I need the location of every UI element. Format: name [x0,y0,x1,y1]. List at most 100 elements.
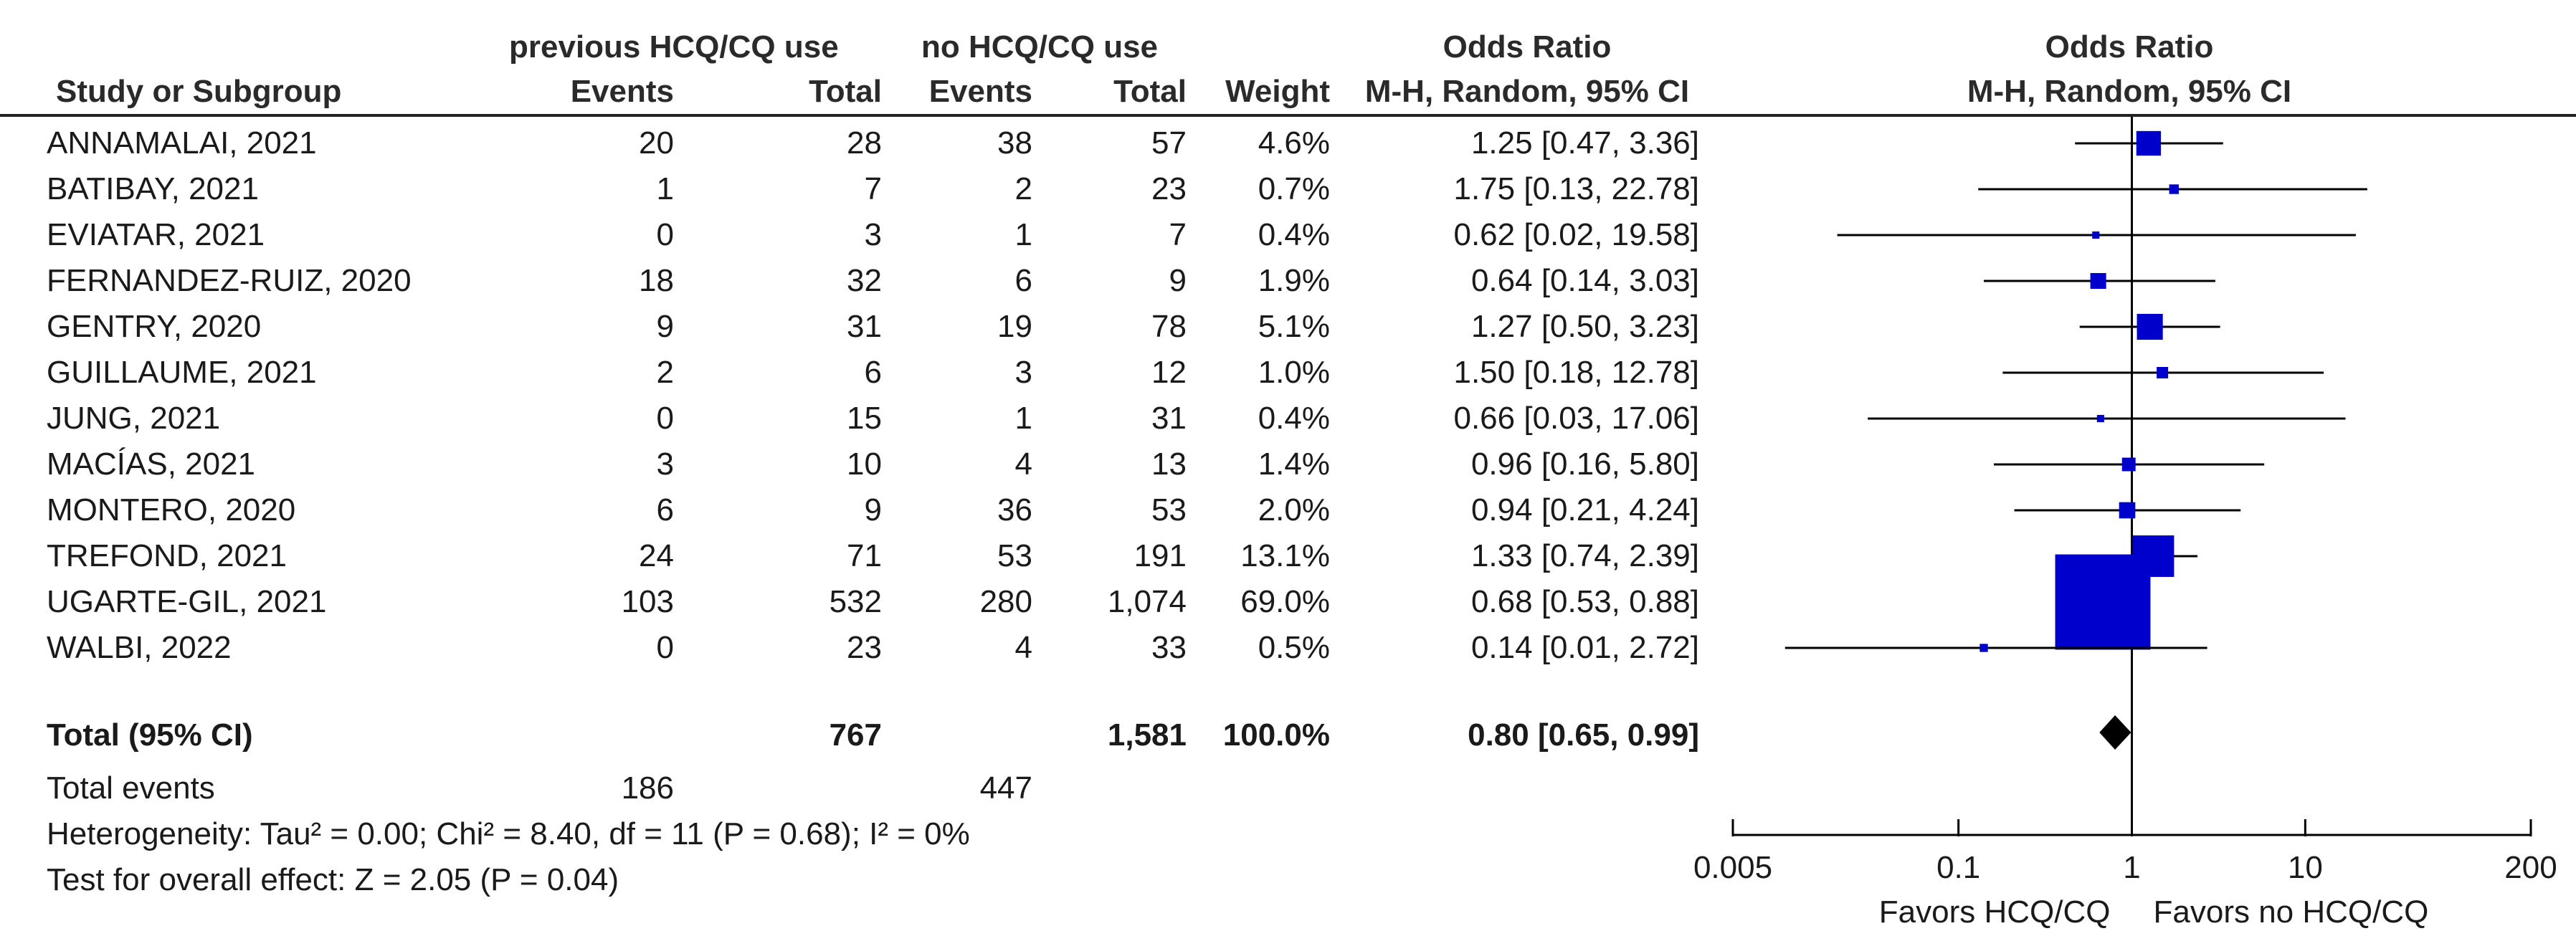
total-label: Total (95% CI) [47,717,253,753]
total2-cell: 53 [1151,492,1187,527]
total1-cell: 532 [829,584,882,619]
overall-effect-text: Test for overall effect: Z = 2.05 (P = 0… [47,862,619,897]
total2-cell: 9 [1169,263,1187,298]
weight-cell: 69.0% [1240,584,1330,619]
plot-header-title: Odds Ratio [2045,29,2214,65]
point-marker [2137,313,2163,340]
or-ci-cell: 1.27 [0.50, 3.23] [1470,309,1699,344]
events2-cell: 19 [997,309,1032,344]
point-marker [2090,272,2106,290]
total1-sum: 767 [829,717,882,753]
events2-cell: 3 [1014,355,1032,390]
study-name: TREFOND, 2021 [47,538,287,573]
study-name: FERNANDEZ-RUIZ, 2020 [47,263,412,298]
total1-cell: 32 [847,263,882,298]
or-ci-cell: 0.14 [0.01, 2.72] [1470,630,1699,665]
plot-header-method: M-H, Random, 95% CI [1967,74,2292,109]
weight-cell: 0.7% [1258,171,1330,206]
events2-cell: 1 [1014,217,1032,252]
group2-header: no HCQ/CQ use [921,29,1159,65]
total2-cell: 191 [1133,538,1187,573]
or-header-method: M-H, Random, 95% CI [1364,74,1690,109]
events2-cell: 36 [997,492,1032,527]
point-marker [2092,231,2100,239]
weight-cell: 0.4% [1258,217,1330,252]
or-ci-cell: 1.25 [0.47, 3.36] [1470,125,1699,161]
events1-cell: 3 [656,447,674,482]
study-name: ANNAMALAI, 2021 [47,125,317,161]
x-tick-label: 10 [2288,850,2323,885]
weight-cell: 0.4% [1258,401,1330,436]
weight-cell: 2.0% [1258,492,1330,527]
total1-cell: 31 [847,309,882,344]
total1-cell: 10 [847,447,882,482]
events2-cell: 38 [997,125,1032,161]
study-name: MACÍAS, 2021 [47,447,256,482]
total2-cell: 1,074 [1107,584,1187,619]
header-rule [0,114,2576,117]
or-header-title: Odds Ratio [1443,29,1612,65]
x-tick-label: 0.1 [1936,850,1980,885]
events1-cell: 0 [656,217,674,252]
total2-header: Total [1113,74,1187,109]
weight-cell: 0.5% [1258,630,1330,665]
total2-cell: 78 [1151,309,1187,344]
or-ci-cell: 0.64 [0.14, 3.03] [1470,263,1699,298]
pooled-diamond [2099,715,2131,750]
events1-cell: 0 [656,401,674,436]
total-or-ci: 0.80 [0.65, 0.99] [1468,717,1699,753]
or-ci-cell: 0.66 [0.03, 17.06] [1453,401,1699,436]
events1-cell: 20 [639,125,674,161]
weight-cell: 5.1% [1258,309,1330,344]
or-ci-cell: 0.62 [0.02, 19.58] [1453,217,1699,252]
point-marker [2169,184,2179,194]
or-ci-cell: 0.94 [0.21, 4.24] [1470,492,1699,527]
events2-cell: 280 [979,584,1032,619]
point-marker [2136,130,2162,156]
point-marker [2119,502,2136,519]
study-name: GENTRY, 2020 [47,309,262,344]
total-weight: 100.0% [1222,717,1330,753]
study-name: BATIBAY, 2021 [47,171,259,206]
weight-header: Weight [1225,74,1330,109]
or-ci-cell: 1.50 [0.18, 12.78] [1453,355,1699,390]
point-marker [2132,535,2175,577]
events2-cell: 2 [1014,171,1032,206]
events1-cell: 6 [656,492,674,527]
point-marker [2096,414,2104,423]
total1-cell: 3 [864,217,882,252]
total2-cell: 7 [1169,217,1187,252]
total1-cell: 9 [864,492,882,527]
or-ci-cell: 1.75 [0.13, 22.78] [1453,171,1699,206]
total2-cell: 23 [1151,171,1187,206]
weight-cell: 1.4% [1258,447,1330,482]
events1-cell: 18 [639,263,674,298]
or-ci-cell: 1.33 [0.74, 2.39] [1470,538,1699,573]
events1-cell: 1 [656,171,674,206]
or-ci-cell: 0.96 [0.16, 5.80] [1470,447,1699,482]
total1-header: Total [809,74,882,109]
total1-cell: 6 [864,355,882,390]
total2-cell: 13 [1151,447,1187,482]
favors-left-label: Favors HCQ/CQ [1879,894,2111,930]
weight-cell: 4.6% [1258,125,1330,161]
study-name: GUILLAUME, 2021 [47,355,317,390]
total1-cell: 7 [864,171,882,206]
events1-cell: 2 [656,355,674,390]
x-tick-label: 0.005 [1693,850,1772,885]
weight-cell: 1.9% [1258,263,1330,298]
total-events-label: Total events [47,770,215,806]
study-name: EVIATAR, 2021 [47,217,265,252]
heterogeneity-text: Heterogeneity: Tau² = 0.00; Chi² = 8.40,… [47,816,970,851]
weight-cell: 13.1% [1240,538,1330,573]
events2-cell: 4 [1014,447,1032,482]
point-marker [1979,644,1988,652]
events2-header: Events [928,74,1032,109]
events2-cell: 1 [1014,401,1032,436]
events1-cell: 24 [639,538,674,573]
favors-right-label: Favors no HCQ/CQ [2154,894,2429,930]
x-tick-label: 1 [2123,850,2140,885]
events2-cell: 6 [1014,263,1032,298]
study-name: MONTERO, 2020 [47,492,296,527]
group1-header: previous HCQ/CQ use [509,29,839,65]
